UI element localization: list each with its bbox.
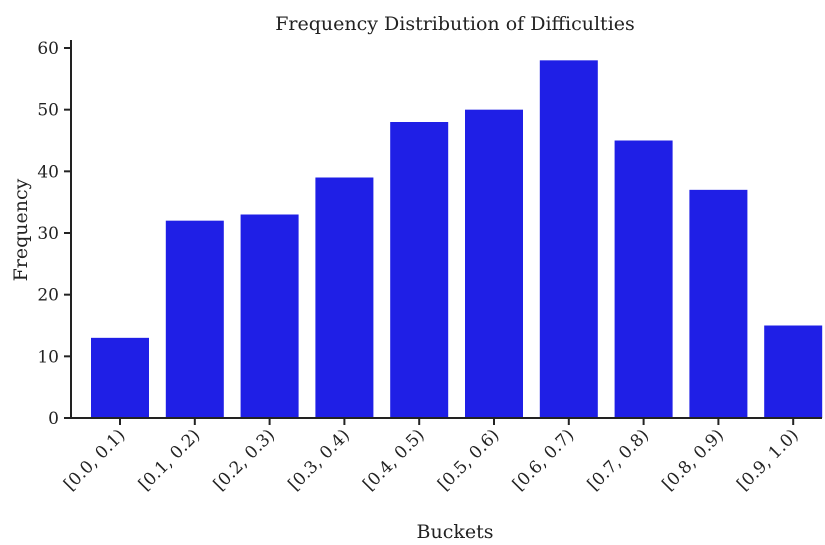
bar-3: [315, 177, 374, 418]
x-tick-label-9: [0.9, 1.0): [733, 425, 802, 494]
y-tick-label-2: 20: [37, 286, 59, 306]
chart-title: Frequency Distribution of Difficulties: [275, 13, 635, 35]
bar-0: [91, 337, 149, 418]
x-axis: [0.0, 0.1) [0.1, 0.2) [0.2, 0.3) [0.3, 0.4)…: [60, 417, 822, 495]
x-tick-label-8: [0.8, 0.9): [659, 425, 728, 494]
x-tick-label-4: [0.4, 0.5): [359, 425, 428, 494]
y-tick-label-3: 30: [37, 224, 59, 244]
x-tick-label-1: [0.1, 0.2): [135, 425, 204, 494]
bar-7: [614, 140, 673, 418]
y-tick-label-1: 10: [37, 347, 59, 367]
bar-1: [165, 220, 224, 418]
y-tick-label-0: 0: [48, 409, 59, 429]
y-tick-label-5: 50: [37, 101, 59, 121]
x-tick-label-7: [0.7, 0.8): [584, 425, 653, 494]
x-tick-label-3: [0.3, 0.4): [285, 425, 354, 494]
y-axis-label: Frequency: [10, 178, 32, 281]
y-tick-label-4: 40: [37, 162, 59, 182]
y-tick-label-6: 60: [37, 39, 59, 59]
x-tick-label-0: [0.0, 0.1): [60, 425, 129, 494]
bar-8: [689, 189, 748, 418]
bar-5: [465, 109, 523, 419]
bar-2: [240, 214, 299, 418]
x-tick-label-2: [0.2, 0.3): [210, 425, 279, 494]
y-axis: 0 10 20 30 40 50 60: [37, 39, 72, 429]
bar-9: [764, 325, 823, 418]
x-axis-label: Buckets: [417, 521, 494, 543]
bar-6: [539, 60, 598, 418]
x-tick-label-6: [0.6, 0.7): [509, 425, 578, 494]
x-tick-label-5: [0.5, 0.6): [434, 425, 503, 494]
bar-4: [390, 122, 449, 418]
bars-group: [91, 60, 823, 419]
